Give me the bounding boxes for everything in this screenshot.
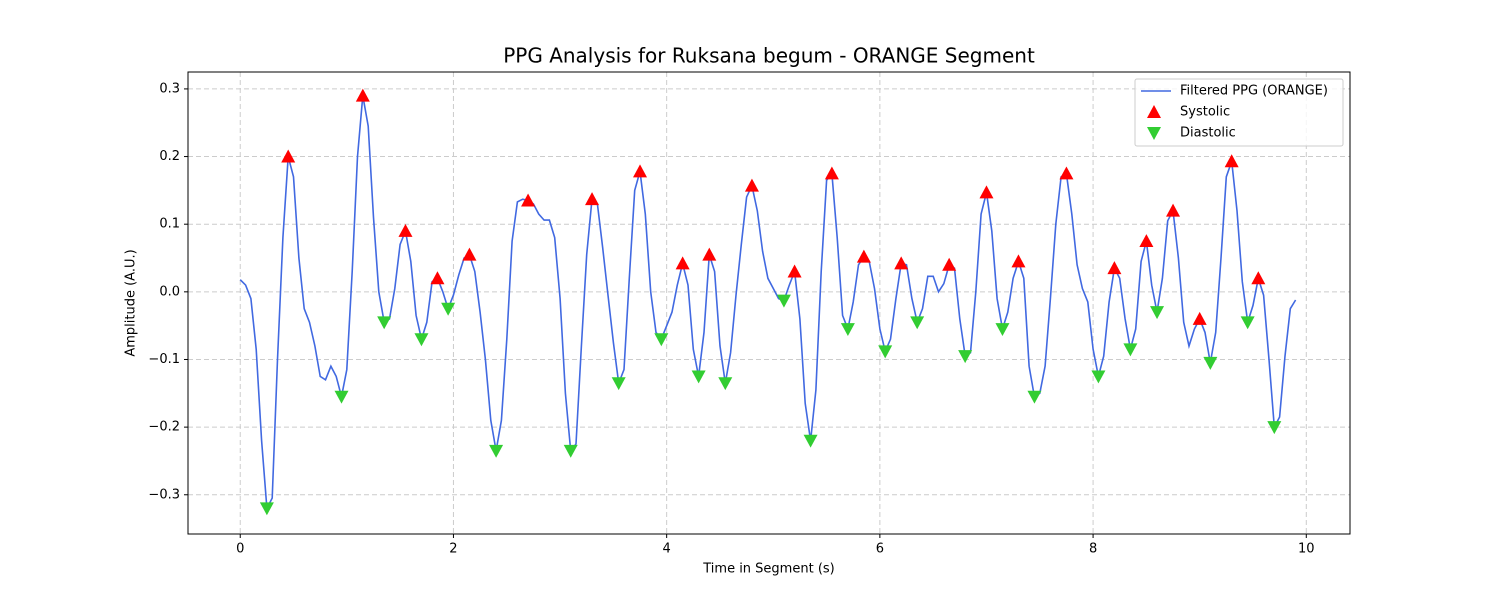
marker xyxy=(1011,254,1026,268)
marker xyxy=(398,223,413,237)
chart-title: PPG Analysis for Ruksana begum - ORANGE … xyxy=(503,44,1035,68)
marker xyxy=(377,316,392,330)
x-tick-label: 2 xyxy=(449,542,457,557)
plot-frame xyxy=(187,71,1351,535)
legend-label: Diastolic xyxy=(1180,126,1236,141)
marker xyxy=(979,185,994,199)
marker xyxy=(654,333,669,347)
marker xyxy=(414,333,429,347)
marker xyxy=(995,323,1010,337)
marker xyxy=(1267,421,1282,435)
legend-swatch xyxy=(1147,105,1161,118)
data-line xyxy=(239,95,1297,512)
x-axis-label: Time in Segment (s) xyxy=(702,562,834,577)
marker xyxy=(1240,316,1255,330)
marker xyxy=(1251,271,1266,285)
marker xyxy=(521,193,536,207)
marker xyxy=(776,294,791,308)
legend-label: Systolic xyxy=(1180,105,1230,120)
marker xyxy=(1027,390,1042,404)
marker xyxy=(1203,356,1218,370)
y-tick-label: −0.2 xyxy=(148,420,180,435)
marker xyxy=(675,256,690,270)
marker xyxy=(787,264,802,278)
marker xyxy=(334,390,349,404)
marker xyxy=(878,345,893,359)
y-tick-label: 0.3 xyxy=(159,81,180,96)
x-tick-label: 0 xyxy=(236,542,244,557)
marker xyxy=(702,247,717,261)
y-tick-label: 0.0 xyxy=(159,284,180,299)
marker xyxy=(942,257,957,271)
marker xyxy=(1150,306,1165,320)
marker xyxy=(489,444,504,458)
marker xyxy=(563,444,578,458)
marker xyxy=(1192,311,1207,325)
marker xyxy=(691,370,706,384)
marker xyxy=(856,249,871,263)
marker xyxy=(585,192,600,206)
marker xyxy=(958,350,973,364)
marker xyxy=(803,434,818,448)
marker xyxy=(1166,203,1181,217)
y-tick-label: 0.1 xyxy=(159,217,180,232)
legend-box xyxy=(1134,78,1344,147)
y-tick-label: 0.2 xyxy=(159,149,180,164)
marker xyxy=(718,377,733,391)
x-tick-label: 6 xyxy=(876,542,884,557)
marker xyxy=(1107,261,1122,275)
legend-swatch xyxy=(1147,127,1161,140)
marker xyxy=(633,164,648,178)
marker xyxy=(430,271,445,285)
x-tick-label: 10 xyxy=(1298,542,1315,557)
y-tick-label: −0.3 xyxy=(148,487,180,502)
marker xyxy=(910,316,925,330)
marker xyxy=(1059,166,1074,180)
marker xyxy=(840,323,855,337)
marker xyxy=(355,88,370,102)
marker xyxy=(281,149,296,163)
legend: Filtered PPG (ORANGE) Systolic Diastolic xyxy=(1134,78,1344,147)
marker xyxy=(1224,154,1239,168)
marker xyxy=(1123,343,1138,357)
marker xyxy=(441,302,456,316)
x-tick-label: 8 xyxy=(1089,542,1097,557)
legend-label: Filtered PPG (ORANGE) xyxy=(1180,84,1328,99)
marker xyxy=(259,502,274,516)
marker xyxy=(894,256,909,270)
marker xyxy=(462,247,477,261)
marker xyxy=(1091,370,1106,384)
marker xyxy=(611,377,626,391)
y-tick-label: −0.1 xyxy=(148,352,180,367)
y-axis-label: Amplitude (A.U.) xyxy=(124,249,139,356)
marker xyxy=(824,166,839,180)
marker xyxy=(744,178,759,192)
x-tick-label: 4 xyxy=(663,542,671,557)
marker xyxy=(1139,234,1154,248)
